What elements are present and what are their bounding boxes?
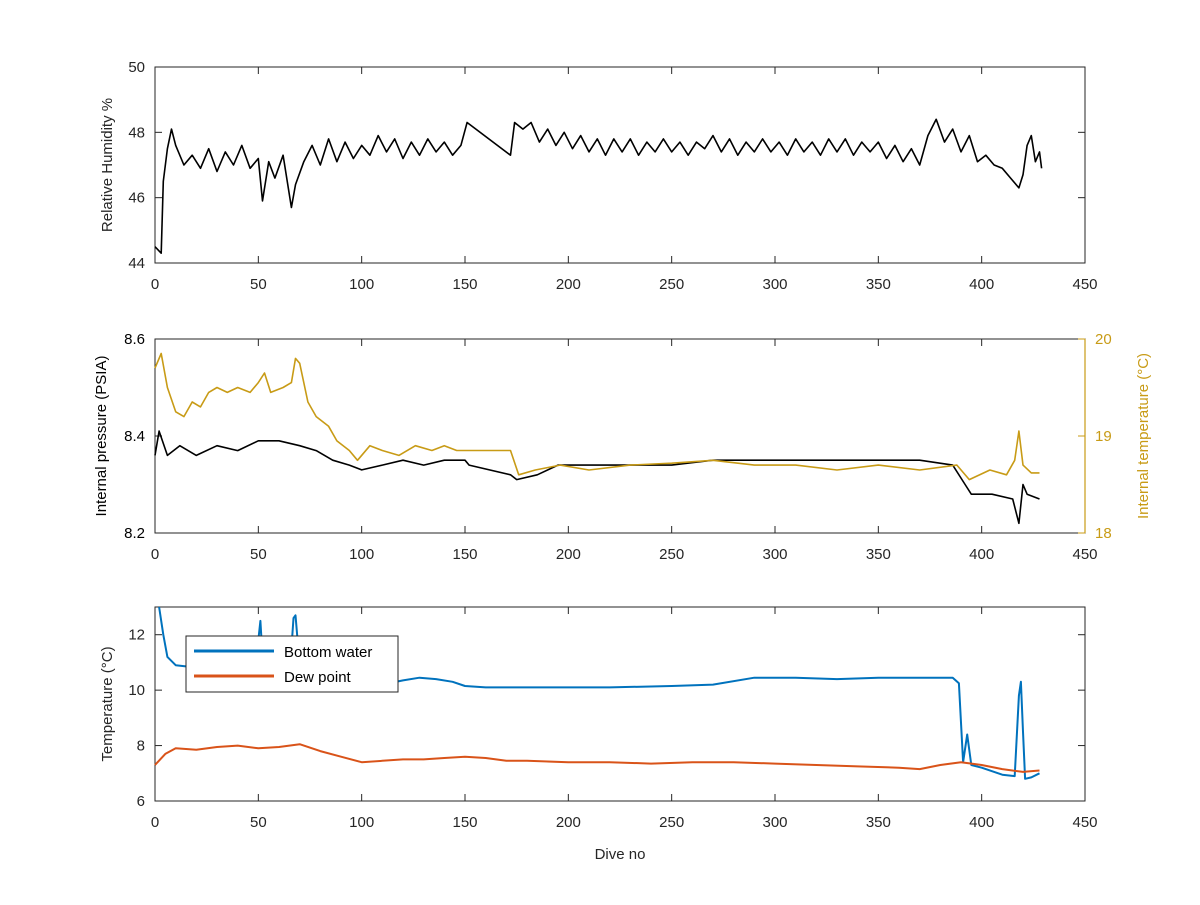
temperature-y-axis-label: Temperature (°C) [99,646,116,761]
pressure-x-tick-label: 350 [866,546,891,563]
humidity-x-tick-label: 350 [866,276,891,293]
humidity-y-tick-label: 46 [128,190,145,207]
temperature-x-tick-label: 150 [452,814,477,831]
pressure-y-tick-label: 8.2 [124,525,145,542]
pressure-series-line-1 [154,352,1040,481]
temperature-x-tick-label: 300 [762,814,787,831]
pressure-y-tick-label: 8.6 [124,331,145,348]
humidity-x-tick-label: 400 [969,276,994,293]
internal-temperature-y-tick-label: 18 [1095,525,1112,542]
humidity-plot-frame [154,66,1086,264]
pressure-series-line-0 [154,430,1040,525]
pressure-x-tick-label: 250 [659,546,684,563]
pressure-series [154,352,1040,525]
pressure-x-tick-label: 450 [1072,546,1097,563]
pressure-x-tick-label: 300 [762,546,787,563]
pressure-plot-frame [154,338,1086,534]
humidity-x-tick-label: 250 [659,276,684,293]
pressure-x-tick-label: 0 [151,546,159,563]
humidity-x-tick-label: 200 [556,276,581,293]
temperature-x-tick-label: 350 [866,814,891,831]
pressure-x-tick-label: 100 [349,546,374,563]
temperature-y-tick-label: 10 [128,682,145,699]
humidity-y-axis-label: Relative Humidity % [99,98,116,232]
pressure-x-tick-label: 50 [250,546,267,563]
temperature-y-tick-label: 8 [137,738,145,755]
temperature-x-tick-label: 250 [659,814,684,831]
humidity-x-tick-label: 450 [1072,276,1097,293]
internal-temperature-y-tick-label: 19 [1095,428,1112,445]
humidity-x-tick-label: 100 [349,276,374,293]
humidity-x-tick-label: 150 [452,276,477,293]
pressure-ticks: 0 50 100 150 200 250 300 350 400 450 8.2 8.4 8.6 18 19… [124,331,1112,563]
temperature-panel: 0 50 100 150 200 250 300 350 400 450 6 8 10 12 Temper… [99,606,1098,863]
pressure-panel: 0 50 100 150 200 250 300 350 400 450 8.2 8.4 8.6 18 19… [93,331,1152,563]
humidity-ticks: 0 50 100 150 200 250 300 350 400 450 44 46 48 50 [128,59,1097,293]
legend: Bottom water Dew point [185,635,399,693]
temperature-x-tick-label: 450 [1072,814,1097,831]
temperature-x-axis-label: Dive no [595,846,646,863]
humidity-x-tick-label: 300 [762,276,787,293]
pressure-y-axis-label: Internal pressure (PSIA) [93,356,110,517]
temperature-x-tick-label: 100 [349,814,374,831]
humidity-y-tick-label: 44 [128,255,145,272]
temperature-x-tick-label: 0 [151,814,159,831]
humidity-y-tick-label: 50 [128,59,145,76]
humidity-series-line-0 [154,118,1043,254]
internal-temperature-y-tick-label: 20 [1095,331,1112,348]
humidity-x-tick-label: 50 [250,276,267,293]
temperature-y-tick-label: 12 [128,627,145,644]
legend-label-bottom-water: Bottom water [284,644,372,661]
temperature-y-tick-label: 6 [137,793,145,810]
temperature-x-tick-label: 50 [250,814,267,831]
pressure-y-tick-label: 8.4 [124,428,145,445]
pressure-x-tick-label: 400 [969,546,994,563]
legend-label-dew-point: Dew point [284,669,352,686]
internal-temperature-y-axis-label: Internal temperature (°C) [1135,353,1152,519]
temperature-x-tick-label: 400 [969,814,994,831]
temperature-ticks: 0 50 100 150 200 250 300 350 400 450 6 8 10 12 [128,607,1098,831]
humidity-x-tick-label: 0 [151,276,159,293]
temperature-series-line-1 [154,743,1040,773]
humidity-panel: 0 50 100 150 200 250 300 350 400 450 44 46 48 50 Rela… [99,59,1098,293]
pressure-x-tick-label: 200 [556,546,581,563]
temperature-x-tick-label: 200 [556,814,581,831]
humidity-series [154,118,1043,254]
legend-box [185,635,399,693]
pressure-x-tick-label: 150 [452,546,477,563]
humidity-y-tick-label: 48 [128,124,145,141]
